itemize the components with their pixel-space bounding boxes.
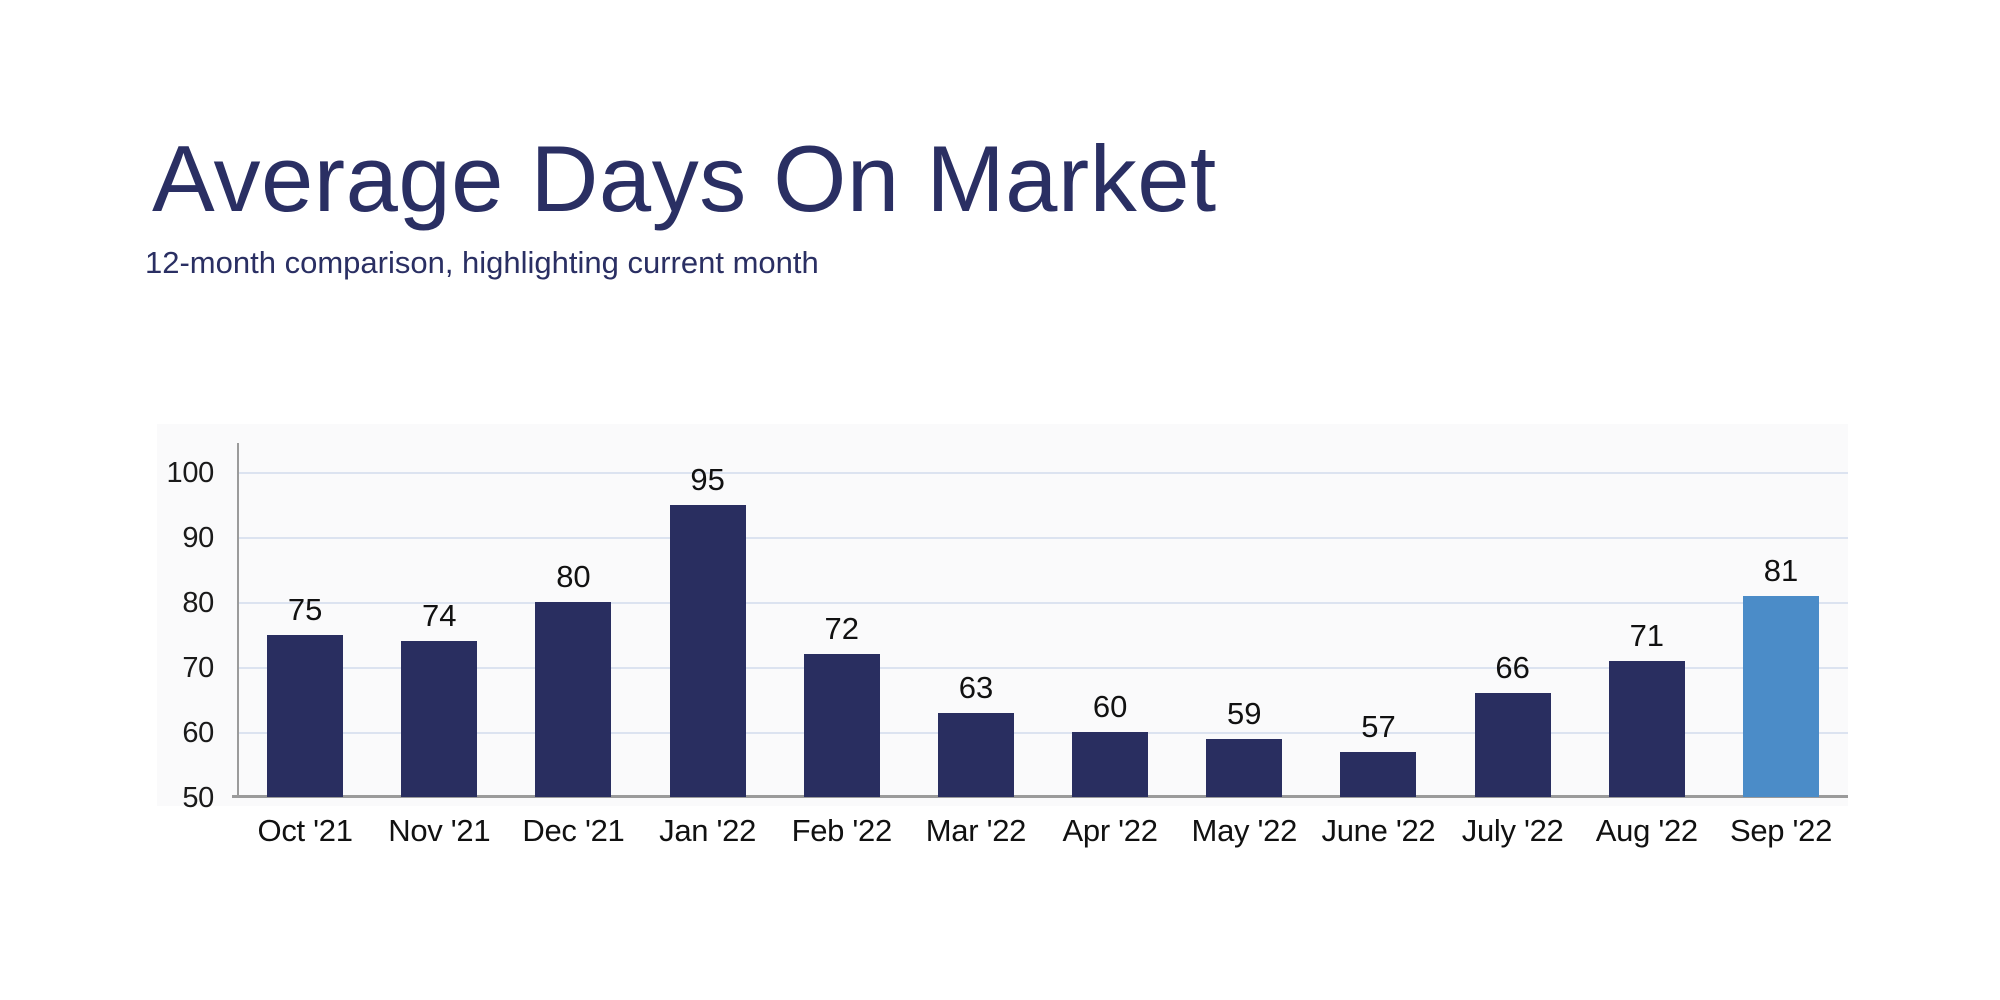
y-tick-label-90: 90 xyxy=(182,522,214,554)
bar-value-label: 72 xyxy=(824,611,860,646)
x-tick-label: June '22 xyxy=(1321,813,1436,848)
chart-plot-area xyxy=(238,443,1848,797)
bar-slot-apr22: 60 xyxy=(1043,443,1177,797)
bar-slot-dec21: 80 xyxy=(506,443,640,797)
bar-series: 75 74 80 95 72 63 60 59 57 66 71 81 xyxy=(238,443,1848,797)
bar-value-label: 80 xyxy=(556,559,591,594)
bar-slot-june22: 57 xyxy=(1311,443,1445,797)
bar-value-label: 95 xyxy=(690,461,725,497)
x-tick-label: Jan '22 xyxy=(659,813,757,848)
bar-slot-may22: 59 xyxy=(1177,443,1311,797)
gridline-100 xyxy=(238,472,1848,474)
y-tick-label-70: 70 xyxy=(182,652,214,684)
gridline-70 xyxy=(238,667,1848,669)
bar xyxy=(1072,732,1149,797)
bar-slot-nov21: 74 xyxy=(372,443,506,797)
x-tick-label: Feb '22 xyxy=(791,813,893,848)
bar xyxy=(1474,693,1551,797)
bar-slot-july22: 66 xyxy=(1446,443,1580,797)
x-tick-label: Nov '21 xyxy=(388,813,491,848)
y-tick-label-80: 80 xyxy=(182,587,214,619)
gridline-90 xyxy=(238,537,1848,539)
y-tick-label-60: 60 xyxy=(182,717,214,749)
bar-slot-jan22: 95 xyxy=(641,443,775,797)
bar-highlighted xyxy=(1742,595,1819,797)
gridline-80 xyxy=(238,602,1848,604)
bar-value-label: 66 xyxy=(1495,650,1530,685)
x-tick-label: Apr '22 xyxy=(1062,813,1158,848)
y-tick-label-100: 100 xyxy=(166,457,215,489)
bar-value-label: 71 xyxy=(1629,617,1665,653)
x-axis-line xyxy=(232,795,1848,798)
y-axis-line xyxy=(237,443,239,797)
bar-value-label: 60 xyxy=(1092,689,1128,724)
page-title: Average Days On Market xyxy=(152,126,1217,231)
bar-slot-sep22: 81 xyxy=(1714,443,1848,797)
bar-value-label: 74 xyxy=(422,598,457,633)
bar-value-label: 63 xyxy=(958,669,994,705)
bar xyxy=(1340,751,1417,797)
bar-value-label: 57 xyxy=(1361,708,1396,744)
x-tick-label: May '22 xyxy=(1191,813,1298,848)
x-axis-tick-labels: Oct '21 Nov '21 Dec '21 Jan '22 Feb '22 Mar '… xyxy=(238,813,1848,853)
bar xyxy=(535,602,612,797)
bar-value-label: 59 xyxy=(1227,695,1262,731)
x-tick-label: Dec '21 xyxy=(522,813,625,848)
bar xyxy=(1206,738,1283,797)
bar xyxy=(1608,660,1685,797)
bar-slot-feb22: 72 xyxy=(775,443,909,797)
page-subtitle: 12-month comparison, highlighting curren… xyxy=(145,245,819,280)
gridline-60 xyxy=(238,732,1848,734)
x-tick-label: Sep '22 xyxy=(1729,813,1833,848)
bar-slot-aug22: 71 xyxy=(1580,443,1714,797)
bar-slot-oct21: 75 xyxy=(238,443,372,797)
y-tick-label-50: 50 xyxy=(182,782,214,814)
bar xyxy=(267,634,344,797)
x-tick-label: Mar '22 xyxy=(925,813,1027,848)
x-tick-label: Aug '22 xyxy=(1595,813,1698,848)
x-tick-label: Oct '21 xyxy=(257,813,353,848)
bar-slot-mar22: 63 xyxy=(909,443,1043,797)
bar xyxy=(937,712,1014,797)
bar xyxy=(803,654,880,797)
bar xyxy=(669,504,746,797)
x-tick-label: July '22 xyxy=(1461,813,1564,848)
bar xyxy=(401,641,478,797)
bar-value-label: 81 xyxy=(1763,552,1799,588)
bar-value-label: 75 xyxy=(287,591,323,627)
